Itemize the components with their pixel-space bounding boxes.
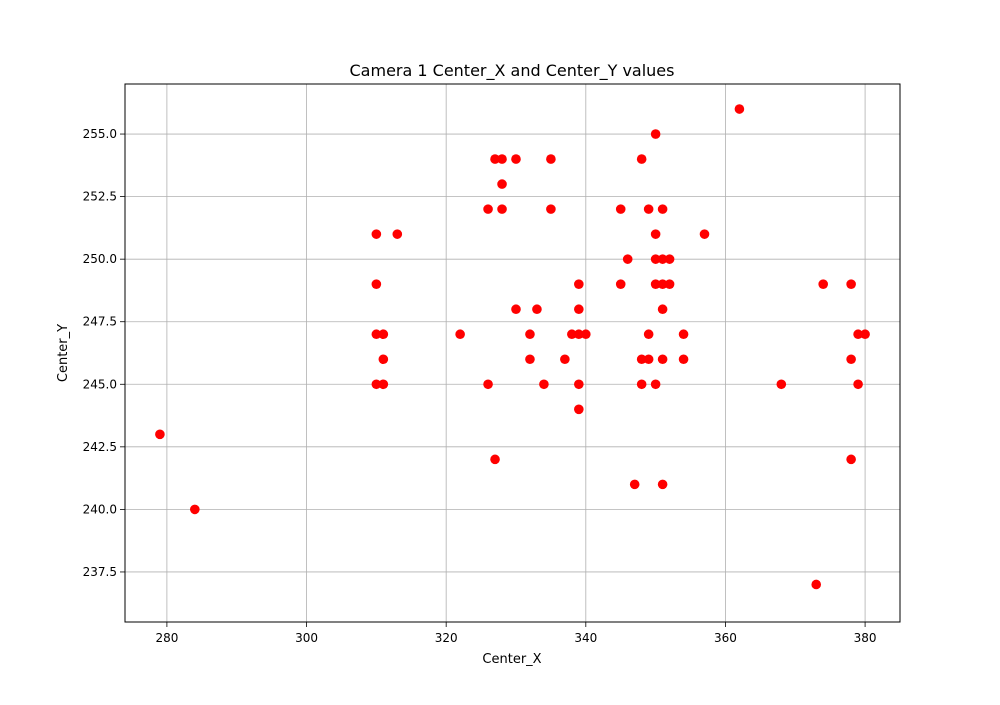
data-point (650, 279, 661, 289)
data-point (532, 304, 542, 315)
y-tick-label: 245.0 (83, 377, 117, 391)
data-point (497, 204, 507, 214)
data-point (490, 154, 500, 164)
data-point (650, 379, 661, 390)
x-tick-label: 340 (574, 631, 597, 645)
data-point (678, 354, 689, 365)
data-point (629, 479, 640, 490)
data-point (525, 354, 535, 365)
data-point (622, 254, 633, 264)
data-point (650, 254, 661, 264)
data-point (846, 454, 856, 465)
data-point (846, 279, 856, 289)
data-point (567, 329, 577, 340)
x-tick-label: 280 (155, 631, 178, 645)
data-point (511, 304, 521, 315)
chart-title: Camera 1 Center_X and Center_Y values (350, 61, 675, 81)
y-tick-label: 255.0 (83, 127, 117, 141)
data-point (378, 329, 389, 340)
data-point (636, 154, 647, 164)
data-point (657, 354, 668, 365)
data-point (699, 229, 710, 239)
data-point (615, 279, 626, 289)
y-axis-label: Center_Y (56, 324, 71, 382)
data-point (643, 329, 654, 340)
y-tick-label: 240.0 (83, 502, 117, 516)
x-axis-label: Center_X (482, 652, 541, 667)
data-point (574, 304, 584, 315)
y-tick-label: 242.5 (83, 440, 117, 454)
data-point (657, 204, 668, 214)
data-point (483, 379, 493, 390)
data-point (811, 579, 822, 590)
data-point (371, 279, 382, 289)
data-point (650, 129, 661, 139)
data-point (650, 229, 661, 239)
data-point (636, 354, 647, 365)
data-point (776, 379, 787, 390)
y-tick-label: 250.0 (83, 252, 117, 266)
data-point (546, 204, 556, 214)
data-point (664, 279, 675, 289)
x-axis-ticks: 280 300 320 340 360 380 (155, 622, 877, 645)
x-tick-label: 380 (854, 631, 877, 645)
y-tick-label: 247.5 (83, 315, 117, 329)
data-point (392, 229, 403, 239)
plot-frame (124, 83, 901, 623)
y-tick-label: 237.5 (83, 565, 117, 579)
data-point (657, 254, 668, 264)
data-point (581, 329, 591, 340)
data-point (657, 479, 668, 490)
data-point (853, 329, 863, 340)
data-point (574, 404, 584, 415)
y-axis-ticks: 237.5 240.0 242.5 245.0 247.5 250.0 252.5 255.0 (83, 127, 125, 579)
data-point (636, 379, 647, 390)
data-point (664, 254, 675, 264)
data-point (615, 204, 626, 214)
data-point (490, 454, 500, 465)
data-point (546, 154, 556, 164)
data-point (483, 204, 493, 214)
data-point (818, 279, 828, 289)
data-point (860, 329, 870, 340)
data-point (497, 179, 507, 189)
data-point (643, 204, 654, 214)
data-point (371, 379, 382, 390)
data-point (190, 504, 200, 515)
data-point (455, 329, 465, 340)
data-point (574, 379, 584, 390)
data-point (643, 354, 654, 365)
data-point (511, 154, 521, 164)
data-point (539, 379, 549, 390)
data-point (378, 354, 389, 365)
y-tick-label: 252.5 (83, 190, 117, 204)
data-point (497, 154, 507, 164)
data-point (155, 429, 165, 440)
data-point (678, 329, 689, 340)
data-point (525, 329, 535, 340)
x-tick-label: 360 (714, 631, 737, 645)
x-tick-label: 300 (295, 631, 318, 645)
data-point (657, 304, 668, 315)
data-point (734, 104, 745, 114)
data-point (371, 229, 382, 239)
data-points (155, 104, 870, 590)
data-point (560, 354, 570, 365)
data-point (574, 329, 584, 340)
grid-lines (125, 84, 900, 622)
data-point (574, 279, 584, 289)
data-point (657, 279, 668, 289)
data-point (371, 329, 382, 340)
data-point (378, 379, 389, 390)
data-point (846, 354, 856, 365)
data-point (853, 379, 863, 390)
x-tick-label: 320 (435, 631, 458, 645)
